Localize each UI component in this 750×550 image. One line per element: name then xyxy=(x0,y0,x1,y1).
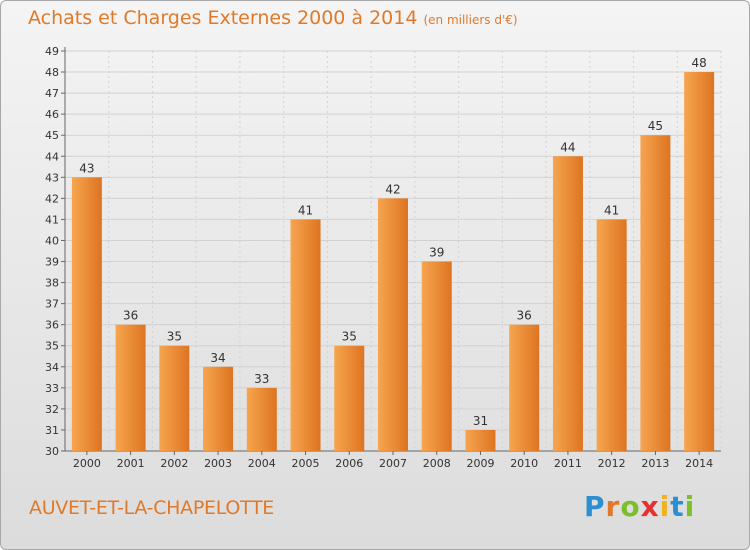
bar-value-label: 35 xyxy=(342,330,357,344)
x-tick-label: 2004 xyxy=(248,457,276,470)
x-tick-label: 2003 xyxy=(204,457,232,470)
bar xyxy=(421,261,452,451)
y-tick-label: 36 xyxy=(45,319,59,332)
bar xyxy=(509,324,540,451)
y-tick-label: 34 xyxy=(45,361,59,374)
y-tick-label: 32 xyxy=(45,403,59,416)
y-tick-label: 49 xyxy=(45,45,59,58)
bar xyxy=(71,177,102,451)
bar-value-label: 31 xyxy=(473,414,488,428)
bar-value-label: 41 xyxy=(298,203,313,217)
bar xyxy=(378,198,408,451)
x-tick-label: 2009 xyxy=(466,457,494,470)
commune-name: AUVET-ET-LA-CHAPELOTTE xyxy=(29,497,274,519)
bar-value-label: 44 xyxy=(560,140,575,154)
proxiti-logo: Proxiti xyxy=(584,490,695,523)
y-tick-label: 45 xyxy=(45,129,59,142)
bar-value-label: 45 xyxy=(648,119,663,133)
y-tick-label: 47 xyxy=(45,87,59,100)
x-tick-label: 2000 xyxy=(73,457,101,470)
bar xyxy=(334,345,365,451)
logo-letter: o xyxy=(620,490,641,523)
x-tick-label: 2010 xyxy=(510,457,538,470)
value-labels: 43 36 35 34 33 41 35 42 39 31 36 44 41 45 48 xyxy=(79,56,707,428)
bar xyxy=(115,324,146,451)
bar-value-label: 36 xyxy=(123,309,138,323)
y-tick-label: 48 xyxy=(45,66,59,79)
x-tick-label: 2001 xyxy=(117,457,145,470)
logo-letter: i xyxy=(659,490,671,523)
bar xyxy=(552,156,583,451)
bar xyxy=(684,72,715,451)
bar xyxy=(596,219,627,451)
logo-letter: x xyxy=(640,490,660,523)
chart-title: Achats et Charges Externes 2000 à 2014 (e… xyxy=(28,7,518,29)
x-tick-label: 2011 xyxy=(554,457,582,470)
bar-value-label: 48 xyxy=(691,56,706,70)
y-tick-label: 44 xyxy=(45,150,59,163)
bar-value-label: 33 xyxy=(254,372,269,386)
x-tick-label: 2006 xyxy=(335,457,363,470)
bar xyxy=(465,429,496,451)
logo-letter: t xyxy=(670,490,685,523)
bar xyxy=(159,345,190,451)
y-tick-label: 31 xyxy=(45,424,59,437)
x-tick-label: 2014 xyxy=(685,457,713,470)
y-tick-label: 42 xyxy=(45,192,59,205)
bar xyxy=(290,219,321,451)
y-tick-label: 35 xyxy=(45,340,59,353)
y-tick-label: 37 xyxy=(45,298,59,311)
y-tick-label: 30 xyxy=(45,445,59,458)
bar-value-label: 34 xyxy=(210,351,225,365)
y-tick-label: 33 xyxy=(45,382,59,395)
y-tick-label: 40 xyxy=(45,234,59,247)
chart-title-text: Achats et Charges Externes 2000 à 2014 xyxy=(28,7,418,29)
bar xyxy=(203,366,234,451)
x-tick-label: 2005 xyxy=(292,457,320,470)
y-tick-label: 39 xyxy=(45,256,59,269)
bar-value-label: 39 xyxy=(429,246,444,260)
bar-value-label: 35 xyxy=(167,330,182,344)
logo-letter: P xyxy=(584,490,606,523)
x-tick-label: 2012 xyxy=(598,457,626,470)
bar xyxy=(246,387,277,451)
y-tick-label: 43 xyxy=(45,171,59,184)
y-tick-label: 38 xyxy=(45,277,59,290)
x-tick-label: 2002 xyxy=(160,457,188,470)
logo-letter: r xyxy=(605,490,621,523)
x-tick-label: 2013 xyxy=(641,457,669,470)
bar-value-label: 42 xyxy=(385,182,400,196)
y-tick-label: 41 xyxy=(45,213,59,226)
unit-note: (en milliers d'€) xyxy=(423,13,518,27)
y-tick-label: 46 xyxy=(45,108,59,121)
x-tick-label: 2008 xyxy=(423,457,451,470)
bar-value-label: 36 xyxy=(517,309,532,323)
bar-value-label: 41 xyxy=(604,203,619,217)
bar-value-label: 43 xyxy=(79,161,94,175)
logo-letter: i xyxy=(684,490,696,523)
bar xyxy=(640,135,671,452)
bars xyxy=(71,72,715,452)
x-tick-label: 2007 xyxy=(379,457,407,470)
